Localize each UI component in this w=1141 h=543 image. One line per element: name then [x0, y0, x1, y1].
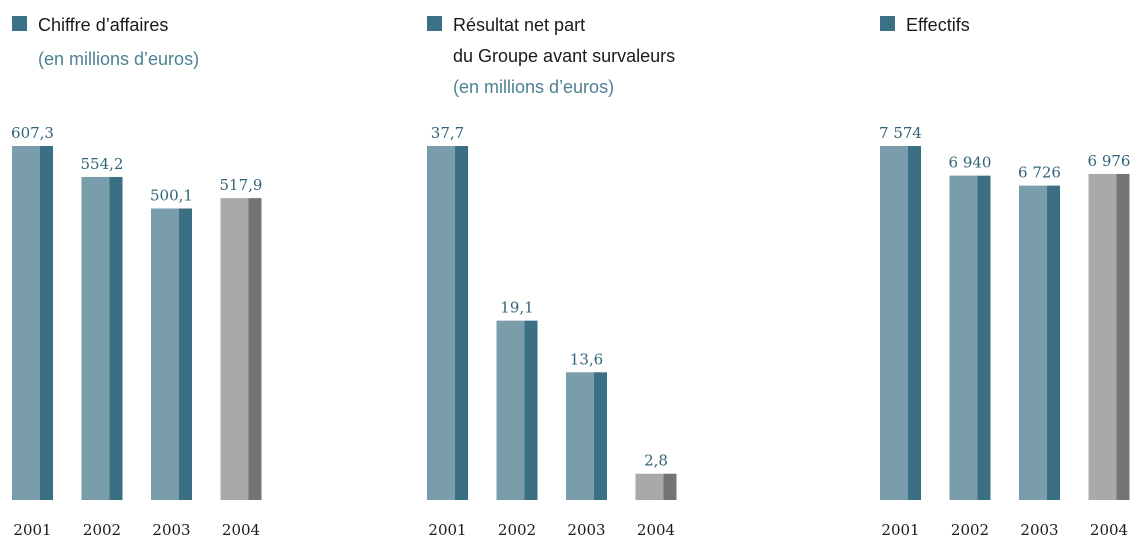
- legend-subtitle: (en millions d’euros): [38, 49, 200, 69]
- value-label: 6 726: [1018, 164, 1061, 182]
- category-label: 2002: [83, 521, 121, 539]
- value-label: 19,1: [500, 299, 533, 317]
- bar-side-2003: [179, 208, 192, 500]
- bar-chart: 7 574 2001 6 940 2002 6 726 2003 6 976 2004: [879, 124, 1131, 539]
- value-label: 13,6: [570, 350, 603, 368]
- bar-side-2002: [524, 320, 538, 500]
- bar-2003: [566, 372, 594, 500]
- bar-2001: [12, 146, 40, 500]
- legend-swatch: [427, 16, 442, 31]
- legend-label: Effectifs: [906, 15, 970, 35]
- value-label: 6 976: [1088, 152, 1131, 170]
- category-label: 2004: [1090, 521, 1128, 539]
- value-label: 500,1: [150, 186, 193, 204]
- bar-chart: 37,7 2001 19,1 2002 13,6 2003 2,8 2004: [427, 124, 677, 539]
- bar-2001: [427, 146, 455, 500]
- value-label: 6 940: [949, 154, 992, 172]
- panel-chiffre-affaires: Chiffre d’affaires (en millions d’euros)…: [11, 0, 282, 543]
- value-label: 554,2: [81, 155, 124, 173]
- bar-chart: 607,3 2001 554,2 2002 500,1 2003 517,9 2004: [11, 124, 263, 539]
- bar-side-2003: [1047, 185, 1060, 501]
- bar-side-2002: [109, 176, 123, 501]
- bar-side-2002: [977, 175, 991, 500]
- value-label: 2,8: [644, 452, 668, 470]
- bar-2004: [220, 198, 249, 500]
- category-label: 2004: [637, 521, 675, 539]
- value-label: 7 574: [879, 124, 922, 142]
- bar-2002: [496, 320, 525, 500]
- bar-side-2004: [248, 198, 262, 500]
- bar-2002: [949, 175, 978, 500]
- legend-swatch: [12, 16, 27, 31]
- category-label: 2001: [881, 521, 919, 539]
- category-label: 2001: [428, 521, 466, 539]
- bar-2004: [1088, 173, 1117, 500]
- legend-label-line-2: du Groupe avant survaleurs: [453, 46, 676, 66]
- bar-side-2001: [908, 146, 921, 500]
- legend-label: Résultat net part: [453, 15, 586, 35]
- legend-label: Chiffre d’affaires: [38, 15, 169, 35]
- value-label: 607,3: [11, 124, 54, 142]
- bar-side-2004: [1116, 173, 1130, 500]
- value-label: 37,7: [431, 124, 464, 142]
- category-label: 2002: [498, 521, 536, 539]
- category-label: 2003: [152, 521, 190, 539]
- bar-2003: [151, 208, 179, 500]
- category-label: 2003: [1020, 521, 1058, 539]
- bar-2004: [635, 473, 664, 500]
- category-label: 2003: [567, 521, 605, 539]
- bar-2001: [880, 146, 908, 500]
- bar-2002: [81, 176, 110, 501]
- panel-effectifs: Effectifs 7 574 2001 6 940 2002 6 726 2003 6 9…: [879, 0, 1141, 543]
- category-label: 2004: [222, 521, 260, 539]
- legend-swatch: [880, 16, 895, 31]
- bar-side-2004: [663, 473, 677, 500]
- bar-side-2003: [594, 372, 607, 500]
- legend-subtitle: (en millions d’euros): [453, 77, 615, 97]
- value-label: 517,9: [220, 176, 263, 194]
- panel-resultat-net: Résultat net part du Groupe avant surval…: [427, 0, 697, 543]
- category-label: 2002: [951, 521, 989, 539]
- category-label: 2001: [13, 521, 51, 539]
- bar-2003: [1019, 185, 1047, 501]
- bar-side-2001: [40, 146, 53, 500]
- bar-side-2001: [455, 146, 468, 500]
